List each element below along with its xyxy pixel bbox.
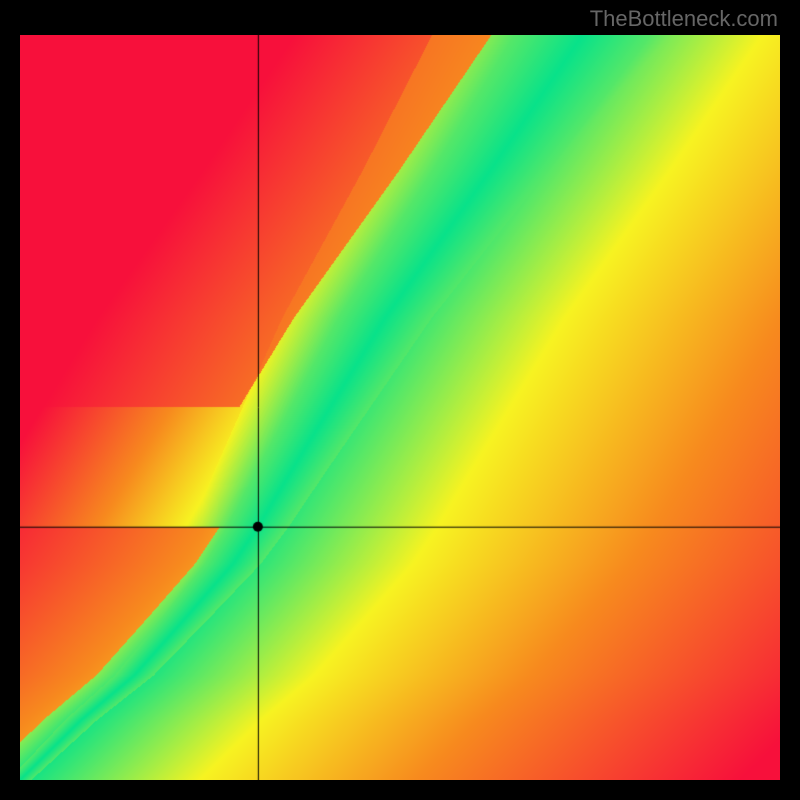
watermark-text: TheBottleneck.com [590, 6, 778, 32]
bottleneck-heatmap [20, 35, 780, 780]
chart-frame: TheBottleneck.com [0, 0, 800, 800]
